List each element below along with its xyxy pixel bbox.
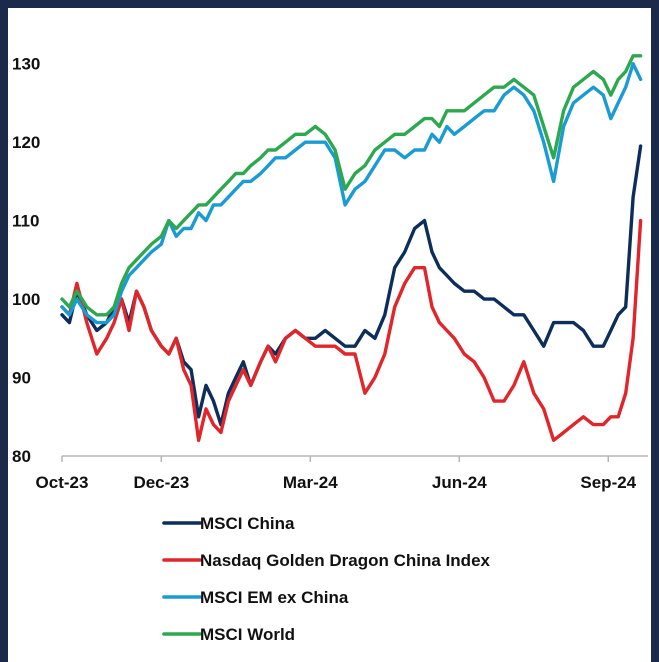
y-tick-label: 110: [12, 212, 39, 231]
y-tick-label: 80: [12, 447, 31, 466]
y-tick-label: 90: [12, 369, 31, 388]
series-line-4: [60, 54, 643, 317]
series-line-1: [60, 144, 643, 427]
legend-label-2: Nasdaq Golden Dragon China Index: [200, 551, 491, 570]
x-tick-label: Jun-24: [432, 473, 487, 492]
y-tick-label: 130: [12, 55, 40, 74]
x-tick-label: Mar-24: [283, 473, 338, 492]
series-line-2: [60, 218, 643, 442]
series-line-3: [60, 62, 643, 325]
legend-label-4: MSCI World: [200, 625, 295, 644]
x-tick-label: Oct-23: [36, 473, 89, 492]
y-tick-label: 120: [12, 133, 40, 152]
y-tick-label: 100: [12, 290, 40, 309]
x-tick-label: Sep-24: [580, 473, 636, 492]
chart-panel: 80 90 100 110 120 130 Oct-23 Dec-23 Mar-24 Jun-24…: [8, 8, 651, 662]
legend-label-1: MSCI China: [200, 514, 295, 533]
legend-label-3: MSCI EM ex China: [200, 588, 349, 607]
line-chart: 80 90 100 110 120 130 Oct-23 Dec-23 Mar-24 Jun-24…: [12, 54, 648, 644]
x-tick-label: Dec-23: [133, 473, 189, 492]
